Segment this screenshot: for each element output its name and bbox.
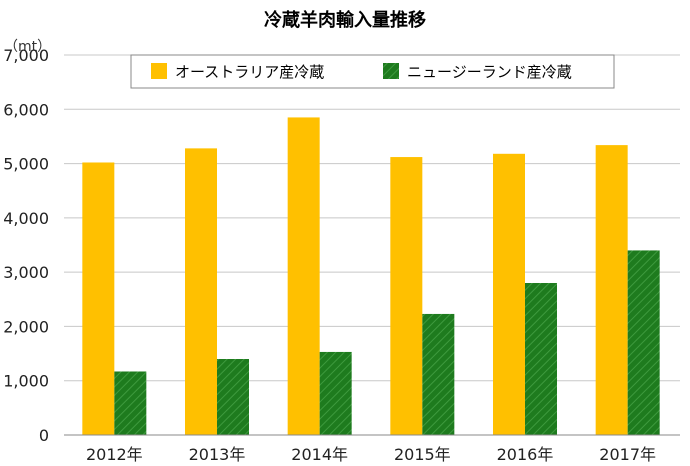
x-tick-label: 2017年 xyxy=(599,445,656,464)
bar-australia-2017年 xyxy=(595,145,628,435)
bar-newzealand-2012年 xyxy=(114,371,147,435)
bar-australia-2014年 xyxy=(287,117,320,435)
legend-swatch-australia xyxy=(151,63,167,79)
bar-newzealand-2013年 xyxy=(217,359,249,435)
y-axis-unit: （mt） xyxy=(4,39,51,55)
y-tick-label: 5,000 xyxy=(3,155,49,174)
y-tick-label: 2,000 xyxy=(3,317,49,336)
legend: オーストラリア産冷蔵 ニュージーランド産冷蔵 xyxy=(130,54,615,89)
legend-swatch-newzealand xyxy=(383,63,399,79)
legend-frame xyxy=(130,54,615,89)
bar-australia-2012年 xyxy=(82,162,115,435)
bar-newzealand-2014年 xyxy=(319,351,352,435)
bar-newzealand-2016年 xyxy=(525,283,557,435)
chart-title: 冷蔵羊肉輸入量推移 xyxy=(264,9,426,31)
x-tick-label: 2013年 xyxy=(189,445,246,464)
x-tick-labels: 2012年 2013年 2014年 2015年 2016年 2017年 xyxy=(86,445,656,464)
x-tick-label: 2014年 xyxy=(291,445,348,464)
x-tick-label: 2015年 xyxy=(394,445,451,464)
bar-australia-2015年 xyxy=(390,157,423,436)
legend-label-australia: オーストラリア産冷蔵 xyxy=(175,63,324,81)
y-tick-label: 0 xyxy=(39,426,49,445)
bar-newzealand-2017年 xyxy=(627,250,660,435)
bar-australia-2016年 xyxy=(493,153,525,436)
y-tick-label: 7,000 xyxy=(3,46,49,65)
legend-label-newzealand: ニュージーランド産冷蔵 xyxy=(407,63,572,81)
y-tick-label: 6,000 xyxy=(3,100,49,119)
bar-australia-2013年 xyxy=(185,148,217,435)
gridlines xyxy=(64,54,680,382)
bar-newzealand-2015年 xyxy=(422,313,455,435)
bar-marks xyxy=(82,117,660,436)
x-tick-label: 2012年 xyxy=(86,445,143,464)
y-tick-labels: 0 1,000 2,000 3,000 4,000 5,000 6,000 7,000 xyxy=(3,46,49,445)
y-tick-label: 1,000 xyxy=(3,372,49,391)
x-tick-label: 2016年 xyxy=(497,445,554,464)
y-tick-label: 3,000 xyxy=(3,263,49,282)
y-tick-label: 4,000 xyxy=(3,209,49,228)
